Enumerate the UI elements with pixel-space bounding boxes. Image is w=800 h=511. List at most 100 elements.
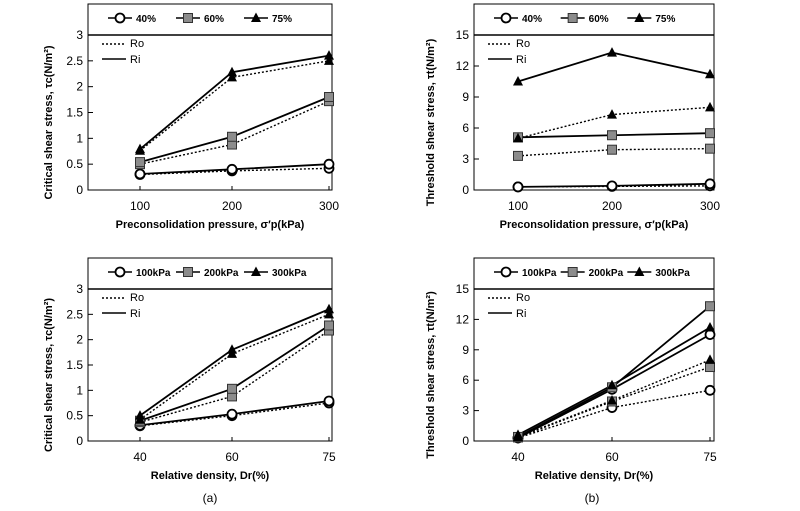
- y-tick-label: 0: [462, 434, 469, 448]
- legend-marker: [251, 12, 261, 22]
- y-tick-label: 2: [76, 333, 83, 347]
- y-tick-label: 2.5: [66, 54, 83, 68]
- y-tick-label: 12: [456, 312, 470, 326]
- chart-a-bottom: 0 0.5 1 1.5 2 2.5 3 40 60 75 Relative density, Dr(…: [43, 257, 336, 482]
- chart-b-top: 0 3 6 9 12 15 100 200 300 Preconsolidation pressu…: [425, 3, 720, 231]
- plot-frame: [473, 3, 715, 191]
- legend-ri-label: Ri: [130, 54, 140, 66]
- y-tick-label: 0: [462, 183, 469, 197]
- legend-ro-label: Ro: [516, 38, 530, 50]
- series-line-ri: [139, 96, 330, 163]
- data-point-ri: [135, 143, 145, 154]
- y-tick-label: 6: [462, 373, 469, 387]
- y-tick-label: 15: [456, 28, 470, 42]
- data-point-ri: [226, 408, 238, 420]
- legend-marker: [183, 267, 193, 277]
- data-point-ri: [513, 76, 523, 86]
- data-point-ri: [607, 379, 617, 390]
- y-tick-label: 1.5: [66, 358, 83, 372]
- data-point-ri: [227, 131, 237, 142]
- data-point-ri: [606, 180, 618, 192]
- legend-label: 100kPa: [522, 268, 557, 279]
- x-tick-label: 75: [322, 450, 336, 464]
- data-point-ro: [607, 109, 617, 119]
- y-tick-label: 6: [462, 121, 469, 135]
- data-point-ro: [607, 394, 617, 405]
- y-tick-label: 0: [76, 183, 83, 197]
- legend-ro-label: Ro: [130, 38, 144, 50]
- legend-ri-label: Ri: [516, 54, 526, 66]
- legend-ri-label: Ri: [516, 308, 526, 320]
- data-point-ri: [135, 410, 145, 420]
- x-tick-label: 40: [133, 450, 147, 464]
- chart-a-top: 0 0.5 1 1.5 2 2.5 3 100 200 300 Preconsolidation p…: [43, 3, 339, 231]
- legend-label: 200kPa: [589, 268, 624, 279]
- series-line-ro: [139, 100, 330, 165]
- data-point-ri: [704, 178, 716, 190]
- y-tick-label: 9: [462, 343, 469, 357]
- legend-label: 75%: [655, 14, 675, 25]
- legend-marker: [500, 266, 512, 278]
- data-point-ro: [705, 101, 715, 112]
- data-point-ro: [704, 384, 716, 396]
- data-point-ri: [607, 130, 617, 141]
- legend-label: 100kPa: [136, 268, 171, 279]
- data-point-ri: [324, 303, 334, 314]
- y-tick-label: 15: [456, 282, 470, 296]
- legend-marker: [114, 266, 126, 278]
- chart-b-bottom: 0 3 6 9 12 15 40 60 75 Relative density, Dr(%) Thr…: [425, 257, 717, 482]
- y-axis-label: Critical shear stress, τc(N/m²): [43, 45, 55, 199]
- y-tick-label: 1.5: [66, 106, 83, 120]
- data-point-ri: [134, 168, 146, 180]
- panel-label-b: (b): [585, 491, 600, 505]
- legend-marker: [251, 266, 261, 276]
- legend-label: 300kPa: [655, 268, 690, 279]
- series-line-ri: [517, 326, 711, 436]
- data-point-ri: [135, 157, 145, 168]
- data-point-ri: [226, 163, 238, 175]
- legend-label: 200kPa: [204, 268, 239, 279]
- x-axis-label: Relative density, Dr(%): [151, 470, 270, 482]
- data-point-ro: [324, 308, 334, 319]
- legend-marker: [567, 13, 578, 23]
- y-tick-label: 3: [462, 404, 469, 418]
- series-line-ro: [517, 389, 711, 439]
- data-point-ri: [227, 66, 237, 77]
- data-point-ri: [705, 128, 715, 139]
- y-tick-label: 2.5: [66, 307, 83, 321]
- data-point-ri: [323, 158, 335, 170]
- legend-marker: [567, 267, 578, 277]
- data-point-ro: [705, 143, 715, 154]
- data-point-ri: [324, 92, 334, 102]
- legend-label: 40%: [522, 14, 542, 25]
- plot-frame: [473, 257, 715, 442]
- data-point-ro: [705, 354, 715, 364]
- data-point-ro: [513, 132, 523, 143]
- plot-frame: [87, 3, 333, 191]
- y-axis-label: Critical shear stress, τc(N/m²): [43, 298, 55, 452]
- series-line-ro: [139, 313, 330, 421]
- legend-marker: [634, 12, 645, 22]
- x-tick-label: 300: [700, 199, 720, 213]
- data-point-ri: [607, 47, 617, 57]
- data-point-ri: [227, 383, 237, 394]
- y-tick-label: 12: [456, 59, 470, 73]
- x-tick-label: 60: [225, 450, 239, 464]
- legend-label: 75%: [272, 14, 292, 25]
- legend-label: 300kPa: [272, 268, 307, 279]
- data-point-ri: [324, 50, 334, 60]
- y-tick-label: 1: [76, 383, 83, 397]
- series-line-ri: [517, 305, 711, 438]
- x-tick-label: 300: [319, 199, 339, 213]
- legend-marker: [634, 266, 645, 276]
- x-tick-label: 100: [508, 199, 528, 213]
- y-tick-label: 3: [76, 282, 83, 296]
- data-point-ri: [705, 322, 715, 332]
- plot-frame: [87, 257, 333, 442]
- data-point-ri: [513, 429, 523, 439]
- legend-ro-label: Ro: [516, 292, 530, 304]
- y-tick-label: 0: [76, 434, 83, 448]
- data-point-ri: [324, 320, 334, 331]
- x-tick-label: 200: [222, 199, 242, 213]
- data-point-ro: [227, 71, 237, 82]
